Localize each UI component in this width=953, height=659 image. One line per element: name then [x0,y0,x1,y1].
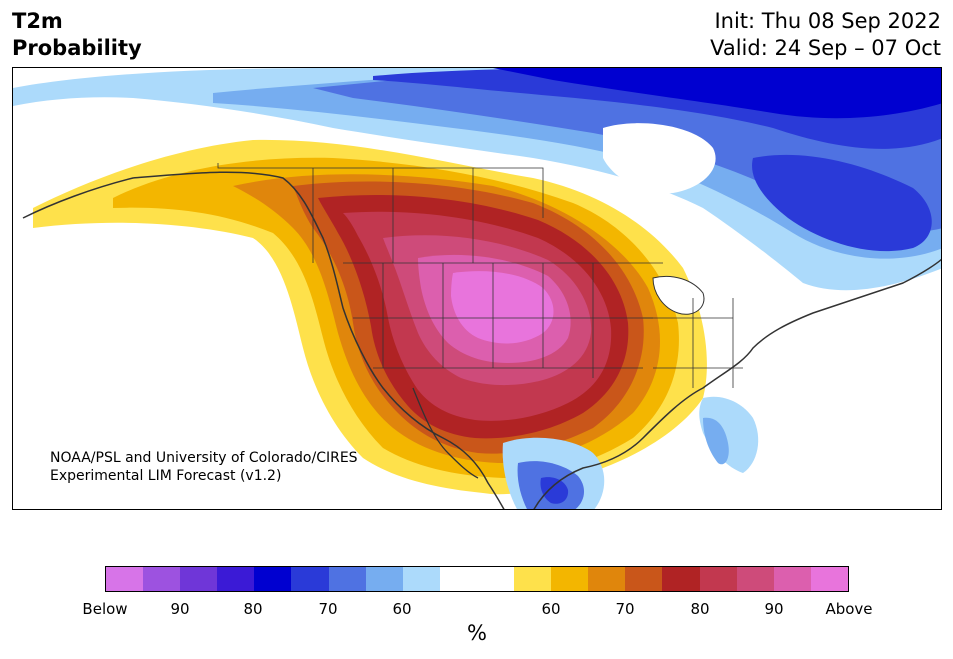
colorbar-cell [328,567,366,591]
colorbar-tick-label: 70 [318,600,338,618]
florida-blue [703,417,729,465]
colorbar-tick-label: 80 [243,600,263,618]
colorbar-cell [476,567,515,591]
colorbar-tick-label: 70 [615,600,635,618]
colorbar-tick-label: Above [825,600,873,618]
title-line-1: T2m [12,9,63,33]
arctic-dark-blue [493,68,941,119]
colorbar-cell [402,567,440,591]
colorbar-tick-label: 60 [392,600,412,618]
colorbar-cell [625,567,663,591]
colorbar-cell [810,567,848,591]
warm-above-4 [451,271,554,344]
baja-coast [412,387,479,479]
colorbar-cell [773,567,811,591]
colorbar-cell [217,567,255,591]
colorbar-tick-label: 90 [764,600,784,618]
colorbar-cell [106,567,144,591]
political-borders [217,163,743,388]
title-line-2: Probability [12,36,142,60]
colorbar-cell [551,567,589,591]
probability-map [13,68,941,509]
colorbar-cell [699,567,737,591]
colorbar-cell [662,567,700,591]
credit-line-2: Experimental LIM Forecast (v1.2) [50,468,282,484]
map-credit: NOAA/PSL and University of Colorado/CIRE… [50,449,358,485]
colorbar-cell [254,567,292,591]
great-lakes [652,275,705,315]
colorbar-unit: % [467,621,487,645]
colorbar-tick-label: Below [82,600,128,618]
colorbar-cell [439,567,477,591]
valid-period: Valid: 24 Sep – 07 Oct [710,36,941,60]
map-title: T2m Probability [12,8,142,62]
init-date: Init: Thu 08 Sep 2022 [714,9,941,33]
colorbar-tick-label: 80 [690,600,710,618]
credit-line-1: NOAA/PSL and University of Colorado/CIRE… [50,450,358,466]
hudson-bay-white [603,123,716,194]
mexico-cool-90 [540,477,569,504]
colorbar-cell [365,567,403,591]
southeast-cool [699,396,759,473]
colorbar-tick-label: 60 [541,600,561,618]
colorbar-cell [588,567,626,591]
colorbar [105,566,849,592]
colorbar-tick-label: 90 [170,600,190,618]
colorbar-cell [291,567,329,591]
map-panel: NOAA/PSL and University of Colorado/CIRE… [12,67,942,510]
quebec-blue [752,154,932,252]
colorbar-cell [143,567,181,591]
colorbar-cell [514,567,552,591]
forecast-dates: Init: Thu 08 Sep 2022 Valid: 24 Sep – 07… [710,8,941,62]
colorbar-cell [736,567,774,591]
colorbar-cell [180,567,218,591]
